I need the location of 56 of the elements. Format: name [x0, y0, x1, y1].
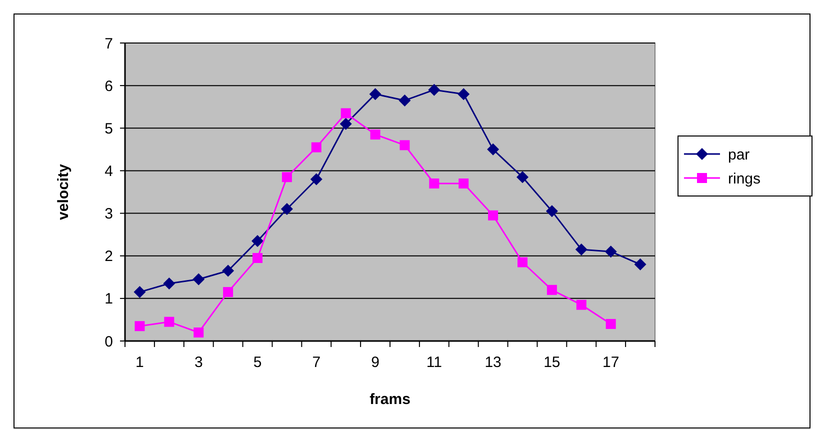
x-tick-label: 17: [602, 354, 620, 371]
point: [606, 318, 616, 329]
point: [546, 284, 557, 295]
y-tick-label: 0: [104, 333, 113, 350]
point: [340, 118, 352, 130]
y-tick-label: 6: [104, 78, 113, 95]
point: [458, 88, 470, 100]
x-tick-label: 15: [544, 354, 560, 371]
x-tick-label: 1: [136, 354, 144, 371]
point: [280, 203, 293, 216]
point: [222, 264, 234, 277]
y-axis-title: velocity: [55, 163, 72, 220]
y-tick-label: 2: [104, 248, 113, 266]
point: [428, 84, 440, 96]
y-tick-label: 1: [104, 290, 113, 308]
point: [400, 140, 410, 150]
point: [310, 173, 322, 186]
point: [163, 278, 176, 290]
point: [429, 178, 440, 188]
point: [252, 252, 262, 263]
point: [282, 172, 292, 182]
y-tick-label: 7: [104, 35, 113, 52]
point: [134, 286, 146, 298]
point: [252, 234, 264, 247]
point: [576, 300, 586, 310]
point: [487, 143, 500, 156]
y-tick-label: 4: [104, 162, 113, 180]
point: [546, 205, 558, 218]
point: [194, 327, 204, 338]
x-tick-label: 13: [484, 354, 502, 371]
point: [340, 108, 351, 118]
x-tick-label: 9: [371, 354, 380, 371]
x-tick-label: 5: [253, 354, 262, 371]
x-axis-title: frams: [370, 391, 410, 408]
point: [604, 246, 617, 258]
point: [192, 273, 205, 286]
point: [369, 88, 382, 100]
x-tick-label: 7: [312, 354, 321, 371]
point: [370, 130, 380, 140]
point: [223, 287, 234, 298]
point: [516, 171, 528, 184]
point: [311, 142, 322, 152]
point: [164, 316, 174, 327]
y-tick-label: 5: [104, 120, 113, 138]
legend-label: par: [728, 146, 750, 164]
y-tick-label: 3: [104, 206, 113, 223]
point: [134, 321, 145, 332]
point: [458, 178, 469, 188]
legend-label: rings: [728, 170, 761, 188]
point: [575, 243, 588, 256]
x-tick-label: 3: [194, 354, 203, 371]
point: [398, 94, 411, 106]
x-tick-label: 11: [426, 354, 442, 371]
point: [518, 257, 528, 268]
point: [488, 210, 498, 220]
point: [634, 258, 646, 270]
